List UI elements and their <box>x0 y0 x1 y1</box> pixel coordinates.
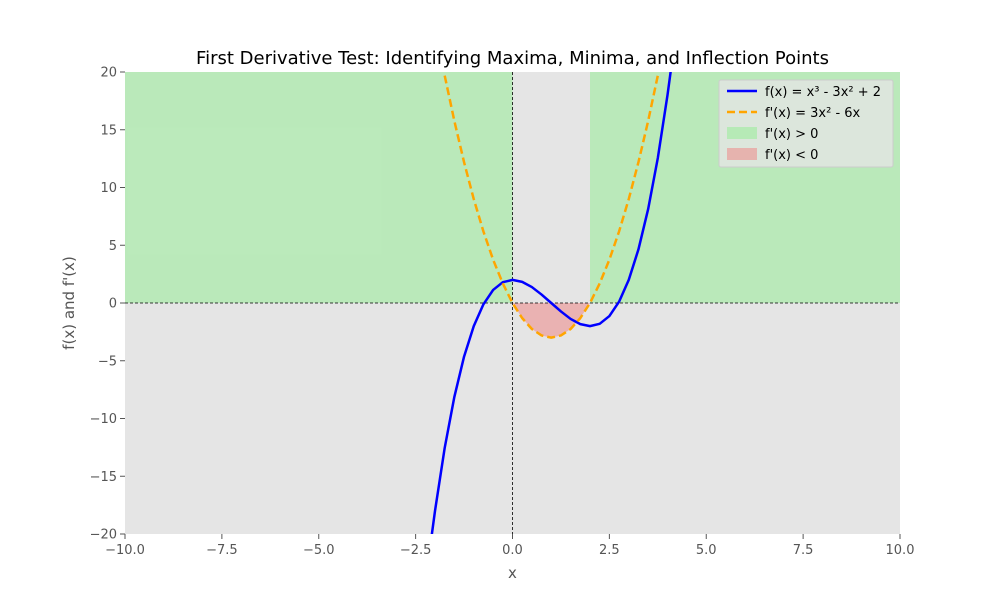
chart-title: First Derivative Test: Identifying Maxim… <box>196 48 829 69</box>
y-tick-label: −15 <box>90 470 117 485</box>
legend-swatch-region-0 <box>727 127 757 139</box>
y-tick-label: 20 <box>100 66 117 81</box>
y-tick-label: −10 <box>90 412 117 427</box>
x-tick-label: 7.5 <box>793 543 814 558</box>
x-tick-label: 0.0 <box>502 543 523 558</box>
y-tick-label: −20 <box>90 528 117 543</box>
legend-label-series-0: f(x) = x³ - 3x² + 2 <box>765 85 881 100</box>
legend-label-region-1: f'(x) < 0 <box>765 148 818 163</box>
x-tick-label: −5.0 <box>303 543 335 558</box>
x-axis-label: x <box>508 564 517 582</box>
x-axis: −10.0 −7.5 −5.0 −2.5 0.0 2.5 5.0 7.5 10.0 <box>105 534 914 558</box>
y-tick-label: 5 <box>109 239 117 254</box>
y-tick-label: 10 <box>100 181 117 196</box>
x-tick-label: 2.5 <box>599 543 620 558</box>
x-tick-label: −10.0 <box>105 543 145 558</box>
x-tick-label: 10.0 <box>886 543 915 558</box>
x-tick-label: −7.5 <box>206 543 238 558</box>
y-tick-label: 0 <box>109 297 117 312</box>
series-line-1 <box>443 75 660 339</box>
y-axis-label: f(x) and f'(x) <box>60 256 78 350</box>
legend-label-region-0: f'(x) > 0 <box>765 127 818 142</box>
y-tick-label: −5 <box>98 354 117 369</box>
region-positive-0 <box>125 72 513 303</box>
x-tick-label: 5.0 <box>696 543 717 558</box>
y-axis: −20 −15 −10 −5 0 5 10 15 20 <box>90 66 125 543</box>
y-tick-label: 15 <box>100 123 117 138</box>
legend-label-series-1: f'(x) = 3x² - 6x <box>765 106 861 121</box>
legend-swatch-region-1 <box>727 148 757 160</box>
series-line-0 <box>430 72 672 534</box>
legend-box <box>718 79 894 168</box>
legend: f(x) = x³ - 3x² + 2 f'(x) = 3x² - 6x f'(x)… <box>718 79 894 168</box>
x-tick-label: −2.5 <box>400 543 432 558</box>
